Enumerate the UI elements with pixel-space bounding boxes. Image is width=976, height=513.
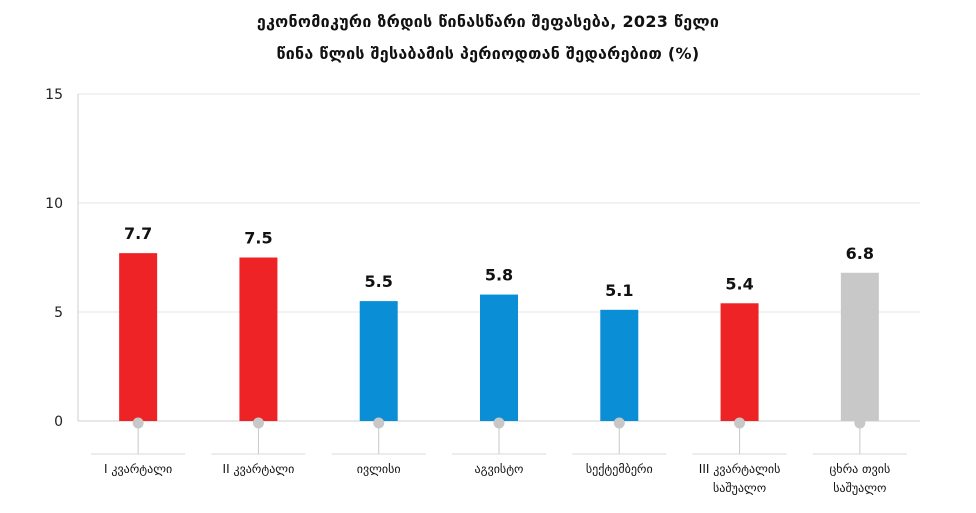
value-label: 5.5 [365, 272, 393, 291]
x-category-label: ივლისი [357, 462, 401, 476]
x-tick-marker [734, 417, 746, 429]
bar [840, 272, 879, 421]
x-category-label: III კვარტალის [699, 462, 781, 476]
x-category-label: აგვისტო [475, 462, 524, 476]
x-category-label: I კვარტალი [104, 462, 172, 476]
y-tick-label: 10 [45, 196, 63, 212]
x-category-label: ცხრა თვის [829, 462, 890, 476]
x-tick-marker [854, 417, 866, 429]
x-category-label: II კვარტალი [223, 462, 295, 476]
x-tick-marker [613, 417, 625, 429]
x-tick-marker [132, 417, 144, 429]
value-label: 6.8 [846, 244, 874, 263]
bar [480, 294, 518, 421]
bar [239, 257, 278, 421]
value-label: 7.5 [244, 229, 272, 248]
x-tick-marker [493, 417, 505, 429]
bar [600, 309, 639, 421]
x-tick-marker [373, 417, 385, 429]
x-category-label: სექტემბერი [586, 462, 653, 476]
value-label: 7.7 [124, 224, 152, 243]
value-label: 5.8 [485, 266, 513, 285]
x-tick-marker [252, 417, 264, 429]
value-label: 5.1 [605, 281, 633, 300]
chart-title: ეკონომიკური ზრდის წინასწარი შეფასება, 20… [256, 12, 720, 31]
y-tick-label: 5 [54, 305, 63, 321]
y-tick-label: 15 [45, 87, 63, 103]
x-category-label: საშუალო [713, 481, 766, 495]
y-tick-label: 0 [54, 414, 63, 430]
value-label: 5.4 [725, 274, 753, 293]
bar [720, 303, 759, 421]
chart-subtitle: წინა წლის შესაბამის პერიოდთან შედარებით … [276, 44, 700, 63]
x-category-label: საშუალო [833, 481, 886, 495]
bar [359, 301, 398, 421]
bar [119, 253, 158, 421]
